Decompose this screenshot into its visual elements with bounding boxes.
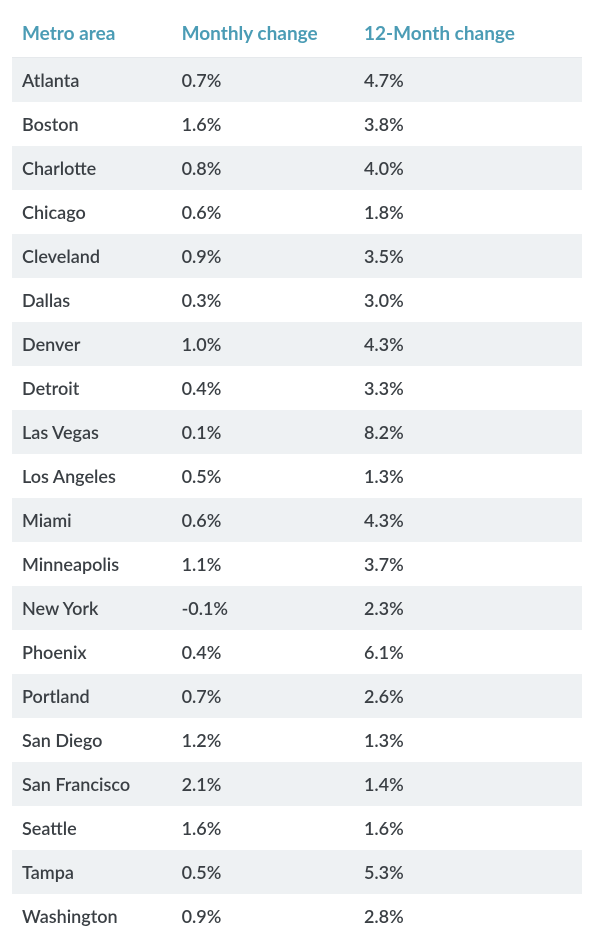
cell-yearly: 1.6% [354, 806, 582, 850]
cell-yearly: 4.3% [354, 322, 582, 366]
cell-metro: Las Vegas [12, 410, 172, 454]
cell-monthly: 1.2% [172, 718, 354, 762]
cell-metro: Boston [12, 102, 172, 146]
table-row: Cleveland0.9%3.5% [12, 234, 582, 278]
table-row: Boston1.6%3.8% [12, 102, 582, 146]
cell-monthly: 0.3% [172, 278, 354, 322]
col-header-monthly: Monthly change [172, 12, 354, 58]
cell-monthly: 1.6% [172, 102, 354, 146]
cell-yearly: 1.8% [354, 190, 582, 234]
cell-metro: Phoenix [12, 630, 172, 674]
table-header-row: Metro area Monthly change 12-Month chang… [12, 12, 582, 58]
cell-monthly: 1.1% [172, 542, 354, 586]
cell-metro: Seattle [12, 806, 172, 850]
cell-yearly: 8.2% [354, 410, 582, 454]
col-header-metro: Metro area [12, 12, 172, 58]
cell-monthly: 0.4% [172, 366, 354, 410]
cell-yearly: 5.3% [354, 850, 582, 894]
table-row: Atlanta0.7%4.7% [12, 58, 582, 103]
cell-monthly: 0.1% [172, 410, 354, 454]
table-row: Charlotte0.8%4.0% [12, 146, 582, 190]
table-row: Seattle1.6%1.6% [12, 806, 582, 850]
cell-yearly: 3.0% [354, 278, 582, 322]
cell-metro: Detroit [12, 366, 172, 410]
table-row: Washington0.9%2.8% [12, 894, 582, 938]
cell-monthly: 0.9% [172, 234, 354, 278]
cell-yearly: 3.8% [354, 102, 582, 146]
cell-metro: Portland [12, 674, 172, 718]
cell-metro: Miami [12, 498, 172, 542]
cell-metro: San Francisco [12, 762, 172, 806]
cell-yearly: 6.1% [354, 630, 582, 674]
cell-metro: Charlotte [12, 146, 172, 190]
cell-yearly: 2.8% [354, 894, 582, 938]
cell-yearly: 1.3% [354, 718, 582, 762]
cell-monthly: 0.4% [172, 630, 354, 674]
cell-monthly: 0.6% [172, 498, 354, 542]
cell-metro: Tampa [12, 850, 172, 894]
table-row: Tampa0.5%5.3% [12, 850, 582, 894]
cell-monthly: -0.1% [172, 586, 354, 630]
table-row: Portland0.7%2.6% [12, 674, 582, 718]
cell-monthly: 0.5% [172, 850, 354, 894]
cell-yearly: 1.4% [354, 762, 582, 806]
table-row: Las Vegas0.1%8.2% [12, 410, 582, 454]
table-row: Detroit0.4%3.3% [12, 366, 582, 410]
table-row: Los Angeles0.5%1.3% [12, 454, 582, 498]
cell-metro: Atlanta [12, 58, 172, 103]
cell-yearly: 3.5% [354, 234, 582, 278]
cell-monthly: 0.9% [172, 894, 354, 938]
cell-yearly: 2.6% [354, 674, 582, 718]
cell-monthly: 0.7% [172, 674, 354, 718]
cell-monthly: 0.6% [172, 190, 354, 234]
cell-yearly: 3.3% [354, 366, 582, 410]
table-row: San Francisco2.1%1.4% [12, 762, 582, 806]
cell-yearly: 3.7% [354, 542, 582, 586]
table-row: Dallas0.3%3.0% [12, 278, 582, 322]
cell-monthly: 0.5% [172, 454, 354, 498]
table-row: Miami0.6%4.3% [12, 498, 582, 542]
metro-change-table: Metro area Monthly change 12-Month chang… [12, 12, 582, 938]
cell-yearly: 4.3% [354, 498, 582, 542]
cell-monthly: 0.8% [172, 146, 354, 190]
col-header-yearly: 12-Month change [354, 12, 582, 58]
table-row: Denver1.0%4.3% [12, 322, 582, 366]
cell-metro: Cleveland [12, 234, 172, 278]
cell-yearly: 2.3% [354, 586, 582, 630]
table-row: San Diego1.2%1.3% [12, 718, 582, 762]
cell-metro: Dallas [12, 278, 172, 322]
cell-metro: Minneapolis [12, 542, 172, 586]
table-row: New York-0.1%2.3% [12, 586, 582, 630]
cell-monthly: 0.7% [172, 58, 354, 103]
cell-monthly: 2.1% [172, 762, 354, 806]
cell-yearly: 4.7% [354, 58, 582, 103]
cell-metro: Washington [12, 894, 172, 938]
cell-monthly: 1.0% [172, 322, 354, 366]
cell-metro: Denver [12, 322, 172, 366]
cell-metro: New York [12, 586, 172, 630]
table-row: Phoenix0.4%6.1% [12, 630, 582, 674]
table-row: Minneapolis1.1%3.7% [12, 542, 582, 586]
cell-monthly: 1.6% [172, 806, 354, 850]
cell-yearly: 4.0% [354, 146, 582, 190]
cell-yearly: 1.3% [354, 454, 582, 498]
cell-metro: Chicago [12, 190, 172, 234]
cell-metro: San Diego [12, 718, 172, 762]
table-row: Chicago0.6%1.8% [12, 190, 582, 234]
cell-metro: Los Angeles [12, 454, 172, 498]
